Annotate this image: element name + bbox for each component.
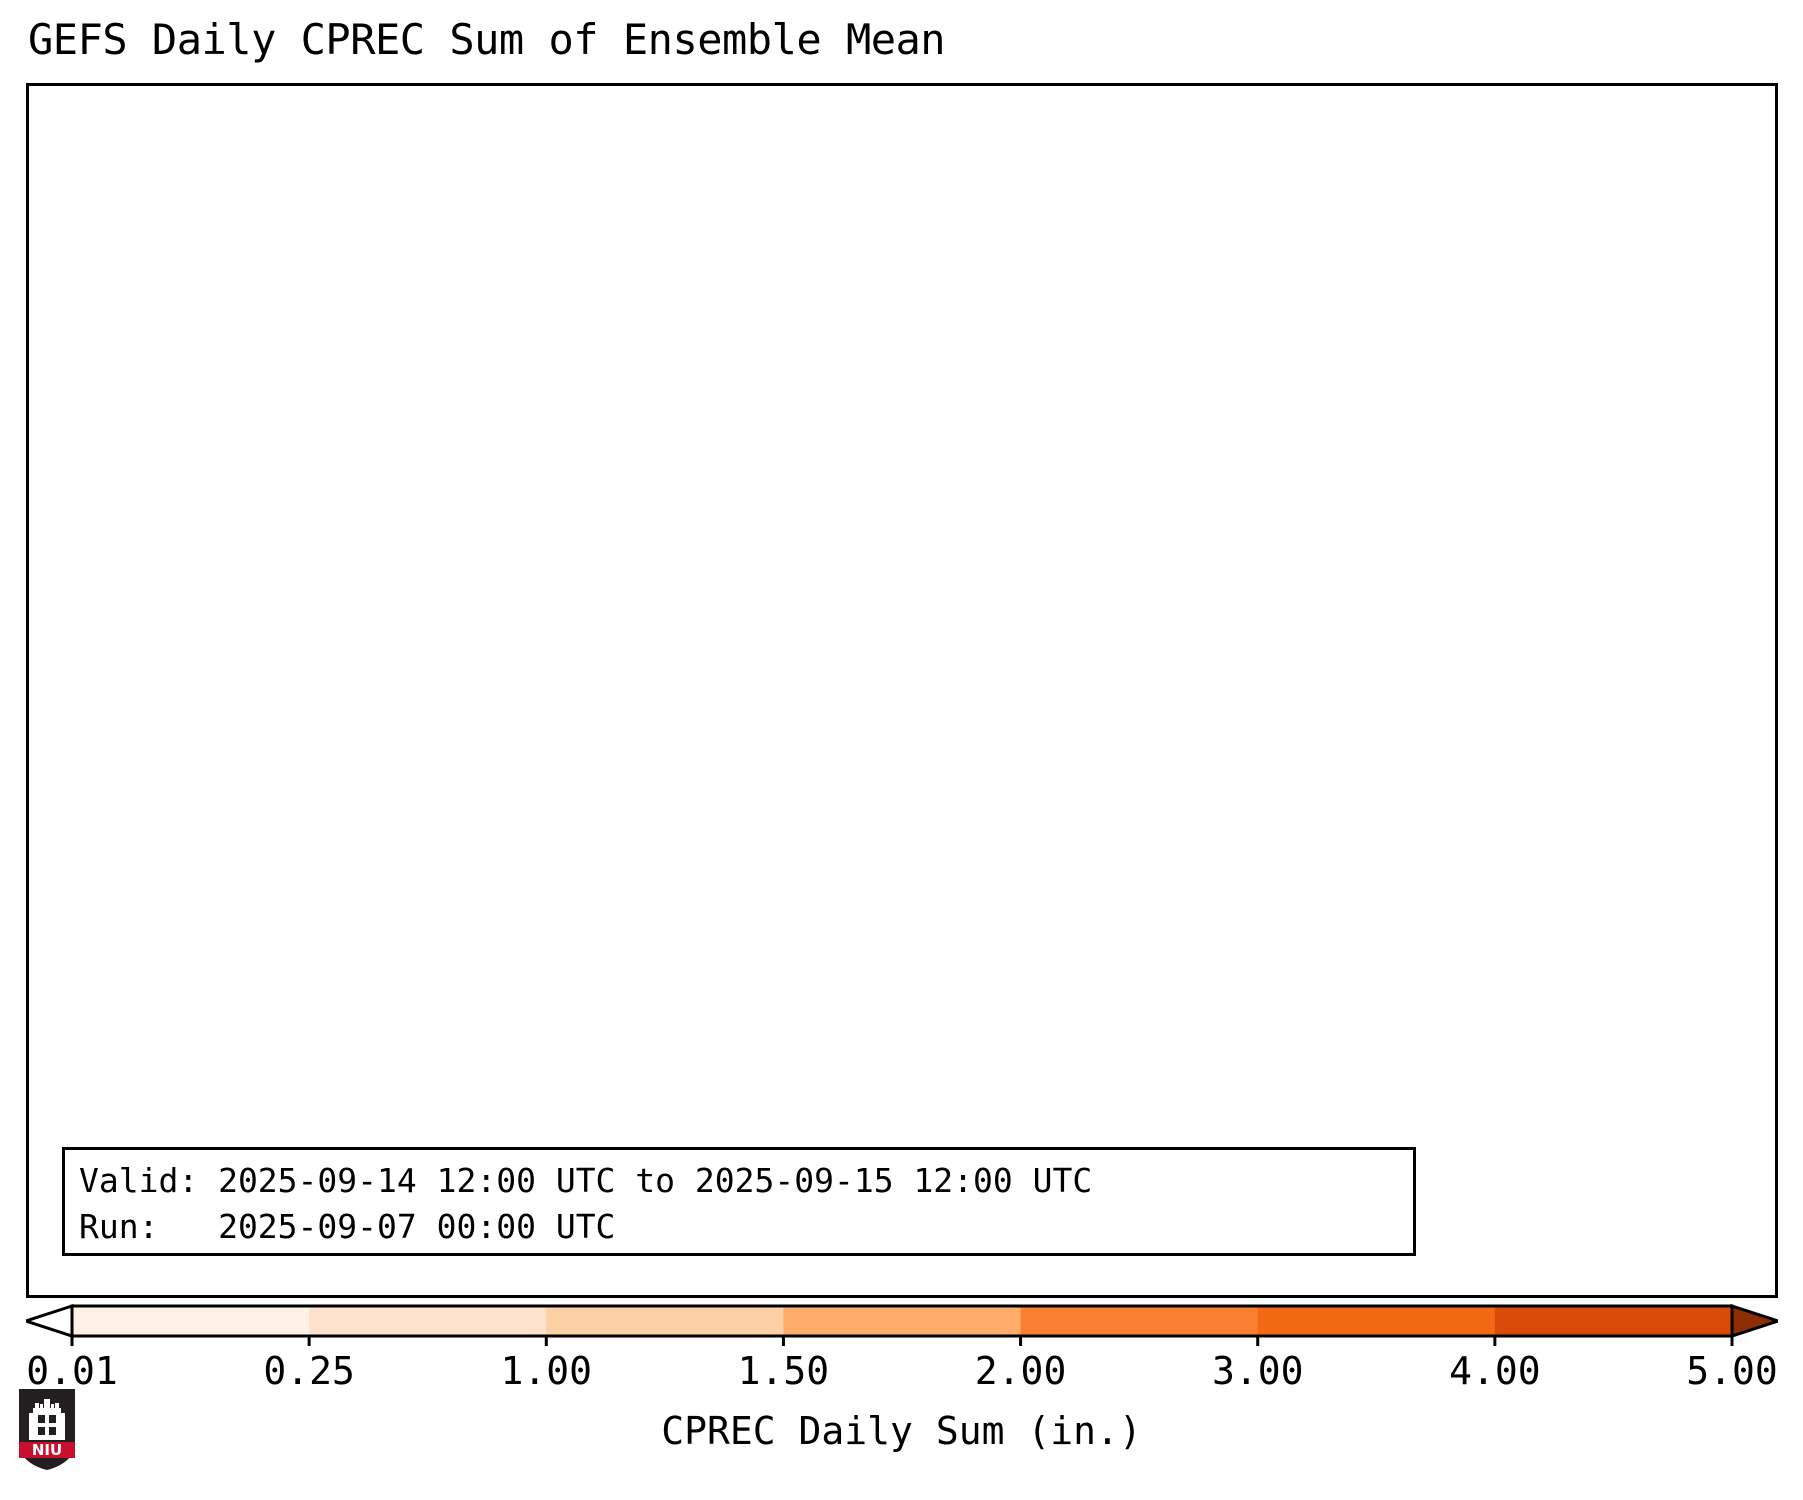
colorbar-band (72, 1306, 310, 1336)
colorbar-tick-label: 3.00 (1211, 1349, 1304, 1393)
colorbar-outline (70, 1304, 1734, 1338)
colorbar-tick-label: 2.00 (974, 1349, 1067, 1393)
colorbar-band (1257, 1306, 1496, 1336)
map-panel (26, 83, 1778, 1298)
colorbar-tick-labels: 0.01 0.25 1.00 1.50 2.00 3.00 4.00 5.00 (26, 1348, 1778, 1396)
page-title: GEFS Daily CPREC Sum of Ensemble Mean (28, 15, 946, 64)
precipitation-heatmap (29, 86, 1775, 1295)
colorbar-tick-label: 0.25 (263, 1349, 355, 1393)
colorbar-tick-label: 4.00 (1449, 1349, 1541, 1393)
colorbar-over-arrow (1730, 1303, 1778, 1339)
colorbar-tick-label: 5.00 (1686, 1349, 1778, 1393)
niu-logo: NIU (19, 1389, 75, 1470)
logo-castle-windows (38, 1415, 56, 1435)
colorbar-band (1494, 1306, 1733, 1336)
colorbar-band (546, 1306, 785, 1336)
logo-banner-shape (19, 1442, 75, 1458)
colorbar-tick-label: 0.01 (26, 1349, 118, 1393)
colorbar-axis-label: CPREC Daily Sum (in.) (661, 1409, 1142, 1453)
annotation-run-line: Run: 2025-09-07 00:00 UTC (79, 1207, 616, 1246)
colorbar-band (783, 1306, 1022, 1336)
colorbar (26, 1302, 1778, 1346)
valid-run-annotation-box: Valid: 2025-09-14 12:00 UTC to 2025-09-1… (62, 1147, 1416, 1256)
colorbar-band (309, 1306, 547, 1336)
colorbar-tick-label: 1.00 (500, 1349, 593, 1393)
colorbar-svg (26, 1303, 1778, 1346)
logo-castle-icon (29, 1399, 65, 1440)
colorbar-tick-label: 1.50 (737, 1349, 830, 1393)
colorbar-band (1020, 1306, 1259, 1336)
colorbar-under-arrow (26, 1303, 74, 1339)
annotation-valid-line: Valid: 2025-09-14 12:00 UTC to 2025-09-1… (79, 1161, 1093, 1200)
logo-text: NIU (32, 1441, 62, 1459)
